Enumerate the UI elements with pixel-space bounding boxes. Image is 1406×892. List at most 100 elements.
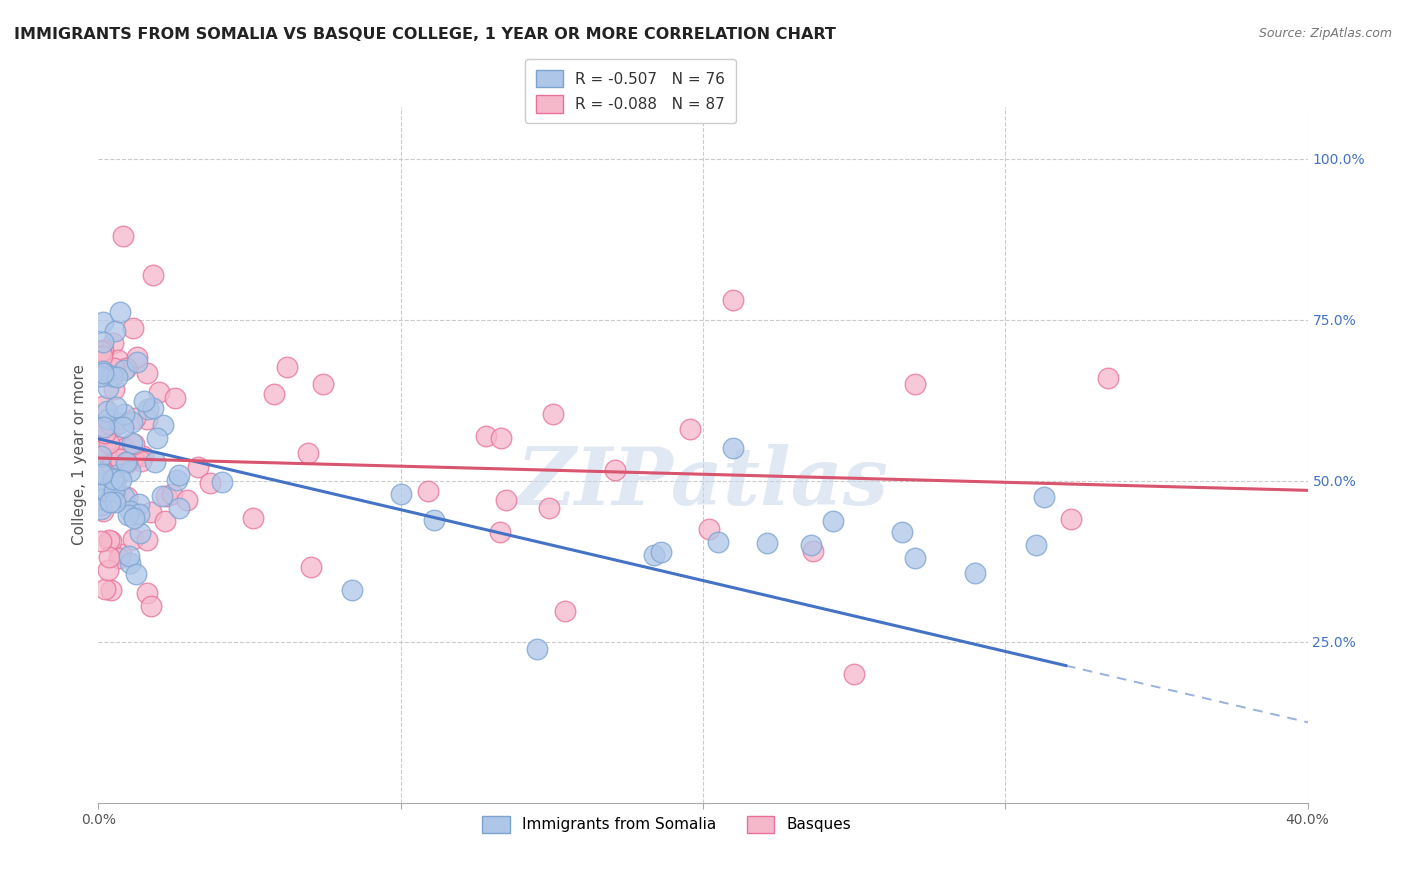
- Point: [104, 324, 127, 338]
- Legend: Immigrants from Somalia, Basques: Immigrants from Somalia, Basques: [471, 805, 862, 844]
- Point: [97, 412, 120, 426]
- Point: [104, 478, 127, 492]
- Y-axis label: College, 1 year or more: College, 1 year or more: [72, 365, 87, 545]
- Point: [132, 393, 155, 408]
- Point: [90, 349, 112, 363]
- Point: [166, 473, 188, 487]
- Point: [94, 463, 117, 477]
- Point: [93, 420, 115, 434]
- Point: [98, 533, 121, 548]
- Point: [98, 495, 121, 509]
- Point: [242, 511, 264, 525]
- Point: [541, 407, 564, 421]
- Point: [128, 507, 150, 521]
- Point: [108, 551, 131, 566]
- Point: [1060, 512, 1083, 526]
- Point: [94, 483, 117, 498]
- Point: [135, 585, 157, 599]
- Point: [91, 315, 114, 329]
- Point: [211, 475, 233, 489]
- Text: ZIPatlas: ZIPatlas: [517, 444, 889, 522]
- Point: [91, 343, 114, 358]
- Point: [122, 532, 145, 546]
- Point: [342, 583, 364, 598]
- Point: [90, 439, 112, 453]
- Point: [122, 321, 145, 335]
- Point: [112, 363, 135, 377]
- Point: [904, 551, 927, 566]
- Point: [90, 368, 112, 383]
- Point: [723, 442, 745, 456]
- Point: [93, 476, 115, 491]
- Point: [93, 425, 115, 440]
- Point: [107, 467, 129, 482]
- Point: [198, 476, 221, 491]
- Point: [276, 360, 298, 375]
- Point: [165, 391, 187, 405]
- Point: [107, 451, 129, 466]
- Point: [114, 441, 136, 455]
- Point: [90, 491, 112, 506]
- Point: [90, 344, 112, 359]
- Point: [96, 404, 118, 418]
- Point: [643, 549, 665, 563]
- Point: [167, 467, 190, 482]
- Point: [136, 401, 159, 416]
- Point: [97, 563, 120, 577]
- Point: [100, 533, 122, 548]
- Point: [160, 487, 183, 501]
- Point: [112, 420, 135, 434]
- Point: [125, 566, 148, 581]
- Point: [118, 549, 141, 563]
- Point: [117, 508, 139, 522]
- Point: [94, 448, 117, 462]
- Point: [103, 472, 125, 486]
- Point: [187, 460, 209, 475]
- Point: [121, 415, 143, 429]
- Text: IMMIGRANTS FROM SOMALIA VS BASQUE COLLEGE, 1 YEAR OR MORE CORRELATION CHART: IMMIGRANTS FROM SOMALIA VS BASQUE COLLEG…: [14, 27, 837, 42]
- Point: [904, 377, 927, 392]
- Point: [697, 522, 720, 536]
- Point: [821, 514, 844, 528]
- Point: [679, 422, 702, 436]
- Point: [98, 417, 121, 431]
- Point: [297, 446, 319, 460]
- Point: [103, 361, 125, 376]
- Point: [756, 535, 779, 549]
- Point: [90, 498, 112, 512]
- Point: [416, 484, 439, 499]
- Point: [148, 384, 170, 399]
- Point: [125, 350, 148, 364]
- Point: [90, 465, 112, 479]
- Point: [108, 451, 131, 466]
- Point: [103, 418, 125, 433]
- Point: [107, 352, 129, 367]
- Point: [101, 336, 124, 351]
- Point: [124, 451, 146, 466]
- Point: [1097, 371, 1119, 385]
- Point: [152, 418, 174, 433]
- Point: [115, 490, 138, 504]
- Point: [129, 454, 152, 468]
- Point: [91, 366, 114, 380]
- Point: [526, 642, 548, 657]
- Point: [91, 334, 114, 349]
- Point: [122, 437, 145, 451]
- Point: [153, 514, 176, 528]
- Point: [422, 513, 444, 527]
- Point: [139, 599, 162, 613]
- Point: [105, 400, 128, 414]
- Point: [94, 366, 117, 380]
- Point: [120, 464, 142, 478]
- Point: [103, 382, 125, 396]
- Point: [489, 431, 512, 445]
- Point: [110, 474, 132, 488]
- Point: [91, 504, 114, 518]
- Point: [1032, 490, 1054, 504]
- Point: [122, 451, 145, 466]
- Point: [115, 360, 138, 375]
- Point: [90, 466, 112, 480]
- Point: [475, 428, 498, 442]
- Point: [135, 533, 157, 548]
- Point: [112, 407, 135, 421]
